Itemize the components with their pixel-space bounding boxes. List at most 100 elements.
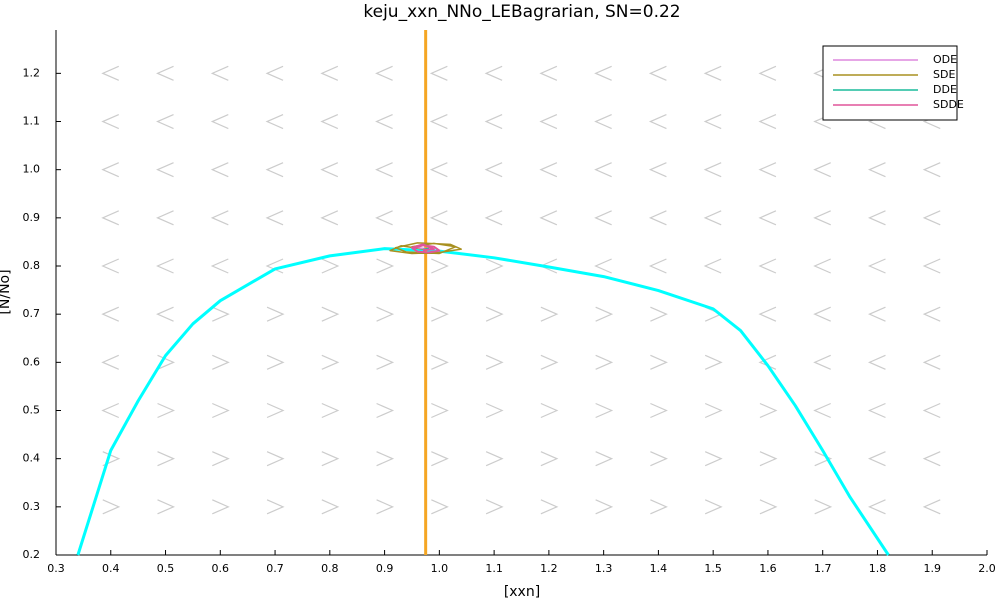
direction-arrow [540, 402, 559, 419]
direction-arrow [703, 210, 722, 226]
direction-arrow [758, 113, 777, 130]
direction-arrow [867, 354, 886, 370]
series-line [410, 243, 441, 254]
direction-arrow [431, 258, 449, 274]
x-tick-label: 0.5 [157, 562, 175, 575]
y-tick-label: 0.5 [23, 404, 41, 417]
direction-arrow [485, 451, 504, 467]
direction-arrow [867, 210, 886, 226]
direction-arrow [703, 258, 722, 274]
direction-arrow [648, 210, 667, 226]
direction-arrow [266, 499, 285, 515]
direction-arrow [375, 162, 393, 178]
direction-arrow [539, 65, 558, 81]
y-tick-label: 0.3 [23, 500, 41, 513]
direction-arrow [375, 65, 393, 81]
direction-arrow [265, 258, 284, 274]
direction-arrow [101, 162, 120, 178]
x-tick-label: 1.9 [923, 562, 941, 575]
direction-arrow [156, 306, 174, 322]
direction-arrow [156, 258, 174, 274]
y-tick-label: 1.2 [23, 66, 41, 79]
direction-arrow [156, 65, 174, 81]
y-tick-label: 0.8 [23, 259, 41, 272]
direction-arrow [648, 65, 667, 81]
direction-arrow [703, 113, 722, 130]
direction-arrow [758, 65, 777, 81]
direction-arrow [101, 258, 120, 274]
legend: ODE SDE DDE SDDE [822, 45, 964, 121]
direction-arrow [648, 258, 667, 274]
legend-label: SDDE [933, 98, 964, 111]
x-tick-label: 0.9 [376, 562, 394, 575]
direction-arrow [814, 451, 833, 467]
direction-arrow [320, 65, 339, 81]
direction-arrow [429, 210, 448, 226]
direction-arrow [813, 258, 831, 274]
direction-arrow [704, 354, 723, 370]
direction-arrow [539, 162, 558, 178]
direction-arrow [429, 162, 448, 178]
direction-arrow [594, 210, 612, 226]
direction-arrow [210, 210, 229, 226]
direction-arrow [431, 451, 449, 467]
x-tick-label: 1.7 [814, 562, 832, 575]
direction-arrow [212, 451, 230, 467]
direction-arrow [704, 402, 723, 419]
direction-arrow [595, 402, 614, 419]
direction-arrow [540, 499, 559, 515]
direction-arrow [101, 210, 120, 226]
direction-arrow [595, 499, 614, 515]
direction-arrow [594, 258, 612, 274]
direction-arrow [758, 162, 777, 178]
x-tick-label: 0.3 [47, 562, 65, 575]
direction-arrow [813, 162, 831, 178]
direction-arrow [648, 162, 667, 178]
direction-arrow [431, 354, 449, 370]
direction-arrow [485, 354, 504, 370]
legend-label: ODE [933, 53, 957, 66]
direction-arrow [320, 113, 339, 130]
x-tick-label: 0.6 [212, 562, 230, 575]
direction-arrow [759, 451, 778, 467]
direction-arrow [594, 113, 612, 130]
direction-arrow [375, 210, 393, 226]
direction-arrow [922, 499, 941, 515]
y-tick-label: 0.4 [23, 452, 41, 465]
direction-arrow [922, 306, 941, 322]
chart-title: keju_xxn_NNo_LEBagrarian, SN=0.22 [363, 2, 680, 22]
direction-arrow [703, 162, 722, 178]
direction-arrow [540, 451, 559, 467]
legend-label: DDE [933, 83, 957, 96]
legend-label: SDE [933, 68, 955, 81]
direction-arrow [429, 65, 448, 81]
direction-arrow [484, 162, 503, 178]
direction-arrow [867, 162, 886, 178]
x-tick-label: 0.7 [266, 562, 284, 575]
x-tick-label: 1.5 [704, 562, 722, 575]
direction-arrow [813, 402, 831, 419]
direction-arrow [212, 402, 230, 419]
direction-arrow [813, 210, 831, 226]
direction-arrow [265, 113, 284, 130]
direction-arrow [484, 210, 503, 226]
direction-arrow [922, 402, 941, 419]
direction-arrow [265, 65, 284, 81]
y-tick-label: 0.7 [23, 307, 41, 320]
direction-arrow [321, 258, 340, 274]
direction-arrow [431, 499, 449, 515]
direction-arrow [376, 258, 395, 274]
x-tick-label: 1.4 [650, 562, 668, 575]
direction-arrow [703, 65, 722, 81]
direction-arrow [157, 499, 176, 515]
direction-arrow [485, 499, 504, 515]
direction-arrow [376, 306, 395, 322]
direction-arrow [813, 354, 831, 370]
direction-arrow [431, 306, 449, 322]
direction-arrow [867, 499, 886, 515]
direction-arrow [156, 210, 174, 226]
direction-arrow [101, 306, 120, 322]
direction-arrow [156, 113, 174, 130]
direction-arrow [540, 354, 559, 370]
